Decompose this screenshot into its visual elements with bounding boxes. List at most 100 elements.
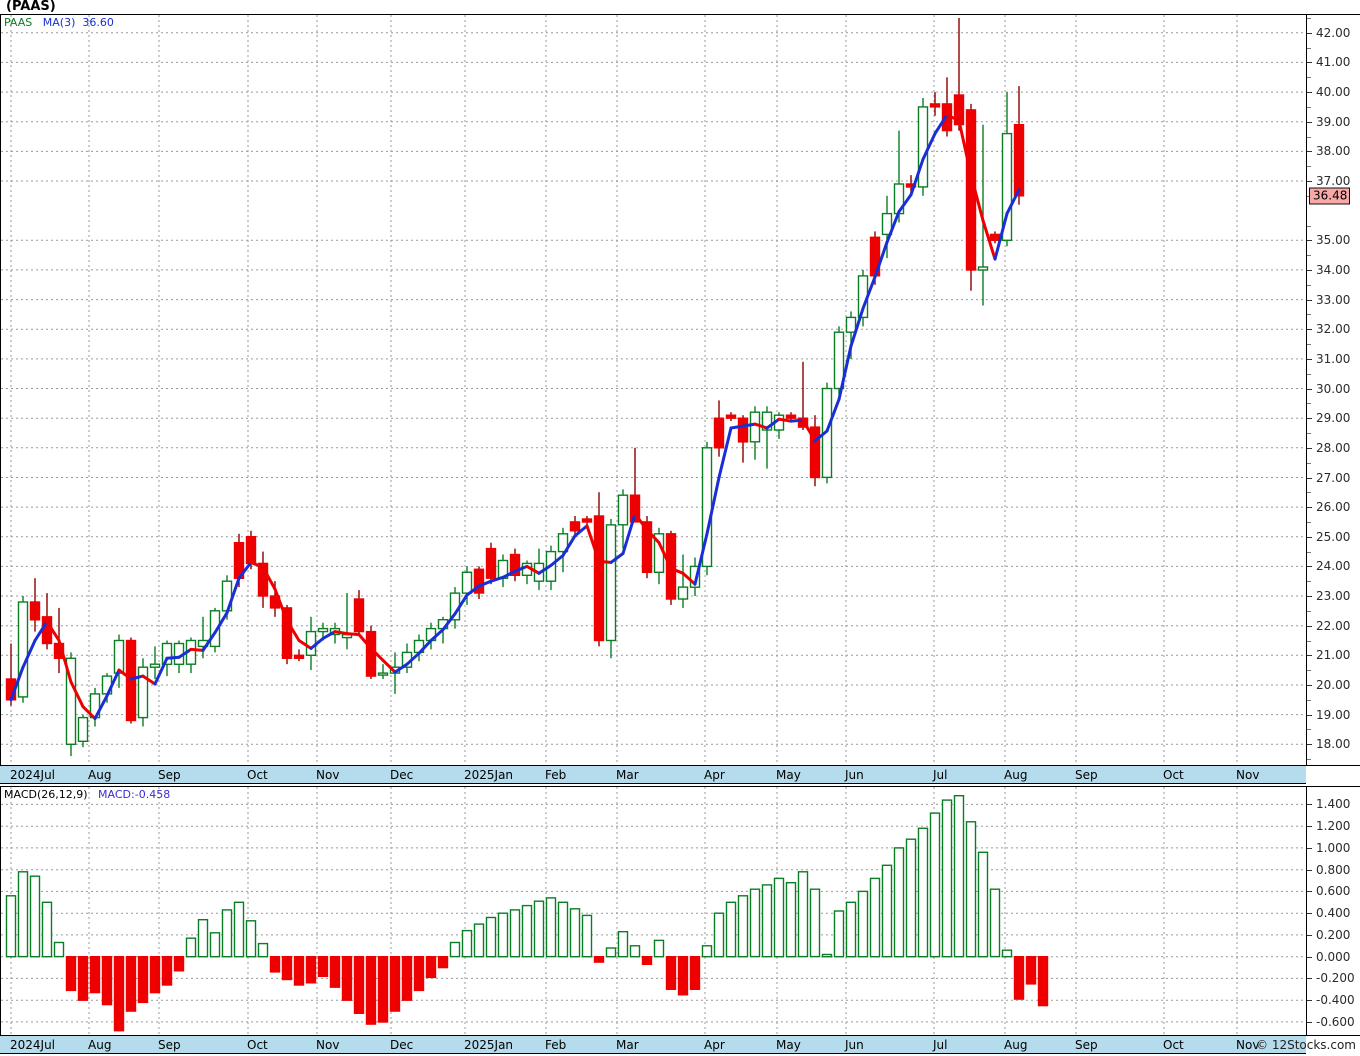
price-axis-label: 31.00: [1316, 351, 1351, 366]
x-axis-label: Nov: [316, 768, 340, 782]
x-axis-label: Dec: [390, 768, 414, 782]
price-axis-label: 29.00: [1316, 411, 1351, 426]
axis-tick-minor: [1307, 462, 1311, 464]
axis-tick: [1307, 625, 1312, 627]
axis-tick: [1307, 714, 1312, 716]
macd-legend: MACD(26,12,9) MACD:-0.458: [4, 788, 170, 801]
axis-tick: [1307, 1021, 1312, 1023]
axis-tick: [1307, 891, 1312, 893]
x-axis-label: Jun: [845, 768, 864, 782]
legend-ma-label: MA(3): [42, 16, 76, 29]
axis-tick-minor: [1307, 670, 1311, 672]
axis-tick: [1307, 847, 1312, 849]
price-chart-panel[interactable]: [0, 14, 1306, 766]
x-axis-label: Apr: [704, 1038, 725, 1052]
x-axis-label: Mar: [616, 1038, 639, 1052]
x-axis-label: Aug: [1004, 768, 1028, 782]
x-axis-label: Aug: [1004, 1038, 1028, 1052]
legend-symbol: PAAS: [4, 16, 33, 29]
macd-axis-label: -0.200: [1316, 971, 1355, 986]
price-axis-label: 37.00: [1316, 174, 1351, 188]
price-axis-label: 32.00: [1316, 322, 1351, 337]
axis-tick: [1307, 477, 1312, 479]
x-axis-label: 2024Jul: [10, 768, 56, 782]
x-axis-label: Oct: [247, 1038, 268, 1052]
price-axis-label: 42.00: [1316, 25, 1351, 40]
axis-tick: [1307, 934, 1312, 936]
price-axis-label: 35.00: [1316, 233, 1351, 248]
price-axis-label: 40.00: [1316, 85, 1351, 100]
x-axis-label: 2024Jul: [10, 1038, 56, 1052]
x-axis-label: Aug: [88, 1038, 112, 1052]
axis-tick: [1307, 566, 1312, 568]
axis-tick-minor: [1307, 699, 1311, 701]
macd-axis-label: 1.200: [1316, 819, 1351, 834]
x-axis-label: May: [776, 1038, 801, 1052]
axis-tick: [1307, 299, 1312, 301]
axis-tick-minor: [1307, 106, 1311, 108]
axis-tick: [1307, 388, 1312, 390]
axis-tick: [1307, 447, 1312, 449]
axis-tick: [1307, 507, 1312, 509]
x-axis-label: Sep: [1075, 1038, 1098, 1052]
price-axis-label: 25.00: [1316, 529, 1351, 544]
axis-tick: [1307, 240, 1312, 242]
macd-axis-label: 0.400: [1316, 906, 1351, 921]
x-axis-label: Feb: [545, 1038, 567, 1052]
price-axis-label: 39.00: [1316, 114, 1351, 129]
axis-tick-minor: [1307, 433, 1311, 434]
axis-tick-minor: [1307, 610, 1311, 612]
price-axis-label: 41.00: [1316, 55, 1351, 70]
legend-macd-name: MACD(26,12,9): [4, 788, 88, 801]
x-axis-label: Aug: [88, 768, 112, 782]
axis-tick: [1307, 804, 1312, 806]
macd-chart-panel[interactable]: [0, 786, 1306, 1036]
axis-tick-minor: [1307, 551, 1311, 553]
axis-tick-minor: [1307, 344, 1311, 346]
x-axis-label: May: [776, 768, 801, 782]
price-axis-label: 28.00: [1316, 440, 1351, 455]
x-axis-label: Sep: [158, 768, 181, 782]
last-price-badge: 36.48: [1309, 187, 1351, 205]
price-axis-label: 19.00: [1316, 707, 1351, 722]
axis-tick-minor: [1307, 729, 1311, 731]
page-title: (PAAS): [6, 0, 56, 14]
axis-tick: [1307, 655, 1312, 657]
axis-tick: [1307, 269, 1312, 271]
x-axis-dates-top: 2024Jul Aug Sep Oct Nov Dec 2025Jan Feb Mar Apr Ma…: [0, 765, 1306, 784]
axis-tick: [1307, 1000, 1312, 1002]
price-axis-label: 33.00: [1316, 292, 1351, 307]
axis-tick-minor: [1307, 166, 1311, 168]
axis-tick: [1307, 596, 1312, 597]
x-axis-label: Feb: [545, 768, 567, 782]
macd-axis-label: 0.200: [1316, 927, 1351, 942]
axis-tick-minor: [1307, 284, 1311, 286]
axis-tick: [1307, 869, 1312, 871]
axis-tick: [1307, 826, 1312, 828]
x-axis-label: Nov: [316, 1038, 340, 1052]
x-axis-label: Nov: [1236, 1038, 1260, 1052]
axis-tick-minor: [1307, 77, 1311, 79]
price-axis-label: 22.00: [1316, 618, 1351, 633]
axis-tick: [1307, 329, 1312, 331]
axis-tick: [1307, 913, 1312, 915]
x-axis-label: Oct: [1163, 768, 1184, 782]
axis-tick: [1307, 62, 1312, 64]
macd-axis-label: 0.000: [1316, 949, 1351, 964]
axis-tick: [1307, 978, 1312, 980]
axis-tick: [1307, 685, 1312, 686]
price-chart-canvas: [1, 15, 1306, 765]
price-axis-label: 30.00: [1316, 381, 1351, 396]
axis-tick: [1307, 358, 1312, 360]
x-axis-label: Jul: [933, 1038, 948, 1052]
macd-chart-canvas: [1, 787, 1306, 1035]
x-axis-label: Oct: [1163, 1038, 1184, 1052]
x-axis-label: Jun: [845, 1038, 864, 1052]
axis-tick: [1307, 744, 1312, 746]
axis-tick-minor: [1307, 373, 1311, 375]
axis-tick: [1307, 151, 1312, 153]
axis-tick-minor: [1307, 581, 1311, 583]
axis-tick-minor: [1307, 403, 1311, 405]
price-axis-label: 34.00: [1316, 262, 1351, 277]
